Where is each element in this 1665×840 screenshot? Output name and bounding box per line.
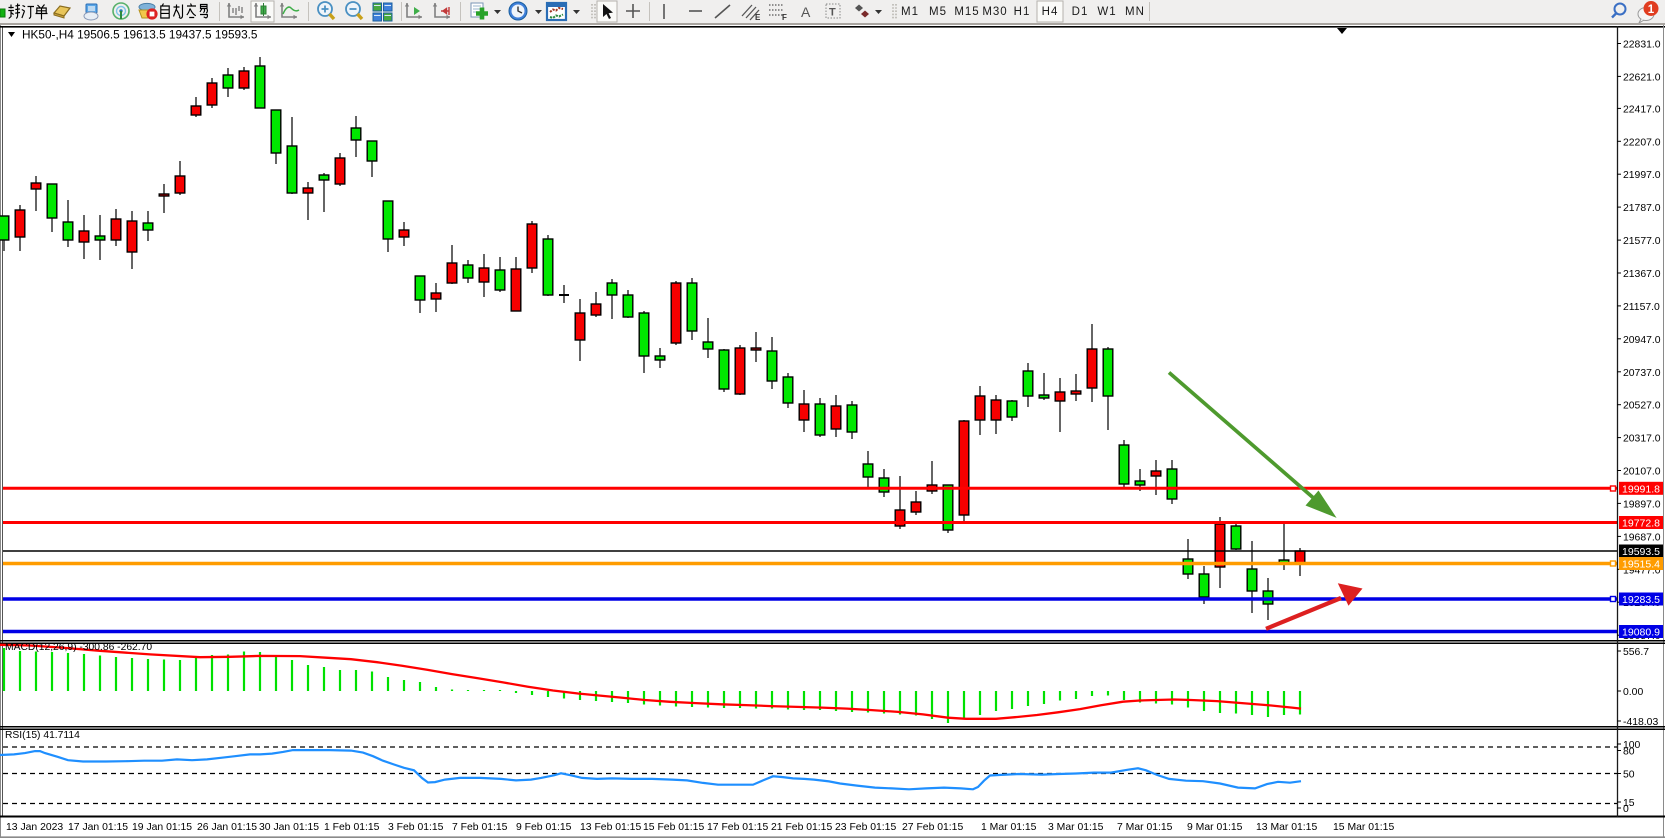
svg-text:19772.8: 19772.8 <box>1622 518 1660 530</box>
svg-text:H1: H1 <box>1014 6 1031 18</box>
svg-text:20527.0: 20527.0 <box>1623 401 1661 412</box>
svg-text:50: 50 <box>1623 770 1635 781</box>
svg-text:21577.0: 21577.0 <box>1623 236 1661 247</box>
svg-text:1 Mar 01:15: 1 Mar 01:15 <box>981 822 1037 833</box>
svg-text:7 Mar 01:15: 7 Mar 01:15 <box>1117 822 1173 833</box>
svg-text:13 Mar 01:15: 13 Mar 01:15 <box>1256 822 1317 833</box>
svg-text:3 Feb 01:15: 3 Feb 01:15 <box>388 822 444 833</box>
svg-text:13 Feb 01:15: 13 Feb 01:15 <box>580 822 641 833</box>
svg-text:-418.03: -418.03 <box>1623 717 1658 728</box>
svg-text:3 Mar 01:15: 3 Mar 01:15 <box>1048 822 1104 833</box>
svg-text:MACD(12,26,9) -300.86 -262.70: MACD(12,26,9) -300.86 -262.70 <box>5 642 152 653</box>
svg-text:22831.0: 22831.0 <box>1623 40 1661 51</box>
svg-text:M15: M15 <box>954 6 979 18</box>
svg-text:17 Jan 01:15: 17 Jan 01:15 <box>68 822 128 833</box>
svg-text:19897.0: 19897.0 <box>1623 499 1661 510</box>
svg-text:F: F <box>782 13 787 22</box>
svg-text:19687.0: 19687.0 <box>1623 532 1661 543</box>
svg-text:22417.0: 22417.0 <box>1623 104 1661 115</box>
svg-text:15 Feb 01:15: 15 Feb 01:15 <box>643 822 704 833</box>
svg-text:W1: W1 <box>1097 6 1116 18</box>
svg-text:19593.5: 19593.5 <box>1622 546 1660 558</box>
svg-text:0.00: 0.00 <box>1623 687 1643 698</box>
svg-text:MN: MN <box>1125 6 1145 18</box>
svg-text:1: 1 <box>1648 4 1655 16</box>
svg-text:22621.0: 22621.0 <box>1623 72 1661 83</box>
svg-text:0: 0 <box>1623 804 1629 815</box>
svg-text:M1: M1 <box>901 6 919 18</box>
svg-text:15: 15 <box>1623 798 1635 809</box>
svg-text:19477.0: 19477.0 <box>1623 565 1661 576</box>
svg-text:20947.0: 20947.0 <box>1623 335 1661 346</box>
svg-text:RSI(15) 41.7114: RSI(15) 41.7114 <box>5 730 80 741</box>
svg-text:20737.0: 20737.0 <box>1623 368 1661 379</box>
svg-text:22207.0: 22207.0 <box>1623 137 1661 148</box>
svg-text:19283.5: 19283.5 <box>1622 594 1660 606</box>
svg-text:9 Feb 01:15: 9 Feb 01:15 <box>516 822 572 833</box>
svg-text:100: 100 <box>1623 740 1641 751</box>
svg-text:27 Feb 01:15: 27 Feb 01:15 <box>902 822 963 833</box>
svg-text:H4: H4 <box>1042 6 1059 18</box>
svg-text:E: E <box>755 13 761 22</box>
svg-text:1 Feb 01:15: 1 Feb 01:15 <box>324 822 380 833</box>
svg-text:19 Jan 01:15: 19 Jan 01:15 <box>132 822 192 833</box>
svg-text:15 Mar 01:15: 15 Mar 01:15 <box>1333 822 1394 833</box>
svg-text:17 Feb 01:15: 17 Feb 01:15 <box>707 822 768 833</box>
svg-text:30 Jan 01:15: 30 Jan 01:15 <box>259 822 319 833</box>
svg-text:19991.8: 19991.8 <box>1622 483 1660 495</box>
svg-text:20317.0: 20317.0 <box>1623 434 1661 445</box>
svg-text:19080.9: 19080.9 <box>1622 627 1660 639</box>
svg-text:7 Feb 01:15: 7 Feb 01:15 <box>452 822 508 833</box>
svg-text:M30: M30 <box>982 6 1007 18</box>
svg-text:HK50-,H4 19506.5 19613.5 1943: HK50-,H4 19506.5 19613.5 19437.5 19593.5 <box>22 28 258 42</box>
svg-text:M5: M5 <box>929 6 947 18</box>
svg-text:9 Mar 01:15: 9 Mar 01:15 <box>1187 822 1243 833</box>
svg-text:26 Jan 01:15: 26 Jan 01:15 <box>197 822 257 833</box>
svg-text:21787.0: 21787.0 <box>1623 203 1661 214</box>
svg-text:D1: D1 <box>1072 6 1089 18</box>
svg-text:13 Jan 2023: 13 Jan 2023 <box>6 822 63 833</box>
svg-text:21 Feb 01:15: 21 Feb 01:15 <box>771 822 832 833</box>
svg-text:556.7: 556.7 <box>1623 647 1649 658</box>
svg-text:20107.0: 20107.0 <box>1623 467 1661 478</box>
svg-text:23 Feb 01:15: 23 Feb 01:15 <box>835 822 896 833</box>
svg-text:80: 80 <box>1623 747 1635 758</box>
svg-text:21367.0: 21367.0 <box>1623 269 1661 280</box>
svg-text:A: A <box>801 4 811 20</box>
svg-text:T: T <box>829 7 836 19</box>
svg-text:21997.0: 21997.0 <box>1623 170 1661 181</box>
svg-text:19515.4: 19515.4 <box>1622 559 1660 571</box>
svg-text:21157.0: 21157.0 <box>1623 302 1660 313</box>
